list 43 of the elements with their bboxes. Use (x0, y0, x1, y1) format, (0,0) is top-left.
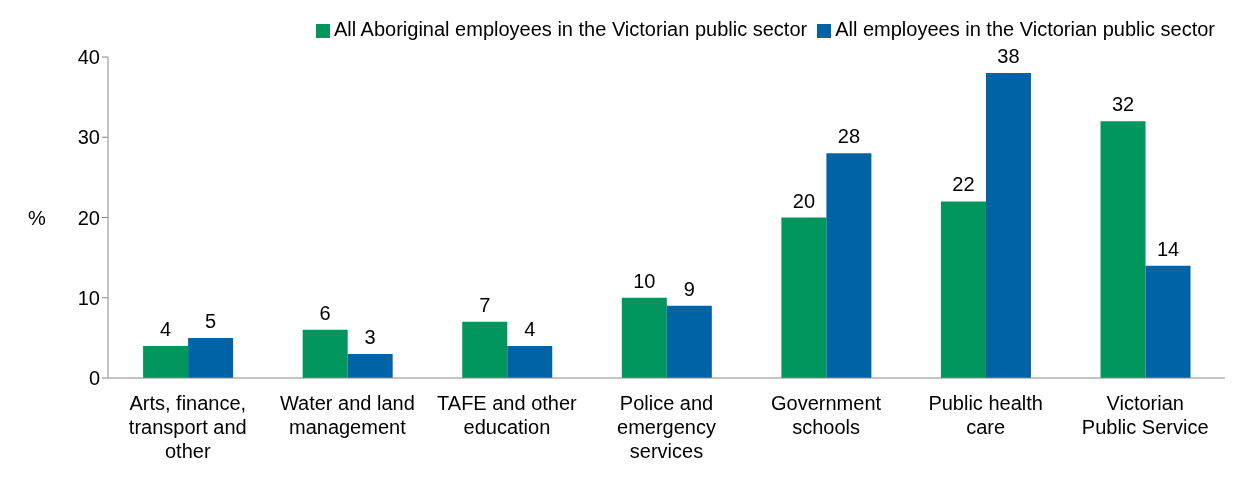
data-label: 5 (205, 309, 217, 332)
data-label: 9 (683, 277, 695, 300)
x-tick-label: TAFE and other education (437, 392, 578, 438)
data-label: 20 (792, 189, 816, 212)
bar (188, 337, 234, 378)
x-tick-label: Arts, finance, transport and other (128, 392, 247, 462)
y-tick-label: 10 (77, 286, 100, 309)
data-label: 7 (479, 293, 491, 316)
bar (985, 73, 1031, 378)
x-tick-label: Public health care (928, 392, 1043, 438)
legend-label: All Aboriginal employees in the Victorian public sector (333, 18, 808, 40)
y-tick-label: 0 (88, 367, 100, 390)
bar (1145, 265, 1191, 378)
bar (781, 217, 827, 378)
data-label: 6 (319, 301, 331, 324)
data-label: 22 (952, 173, 975, 196)
x-tick-label: Victorian Public Service (1081, 392, 1209, 438)
bar (666, 305, 712, 378)
data-label: 3 (364, 325, 376, 348)
bar (462, 321, 508, 378)
bar (621, 297, 667, 378)
data-label: 10 (633, 269, 656, 292)
y-axis-title: % (28, 206, 46, 229)
x-tick-label: Police and emergency services (617, 392, 716, 462)
bar (302, 329, 348, 378)
bar (940, 201, 986, 378)
bar (826, 153, 872, 378)
data-label: 32 (1111, 93, 1135, 116)
x-tick-label: Government schools (771, 392, 882, 438)
y-tick-label: 40 (77, 46, 100, 69)
bar (507, 345, 553, 378)
x-tick-label: Water and land management (279, 392, 415, 438)
data-label: 4 (160, 317, 172, 340)
data-label: 14 (1156, 237, 1180, 260)
data-label: 28 (837, 125, 861, 148)
bar (347, 353, 393, 378)
legend-label: All employees in the Victorian public sector (835, 18, 1215, 40)
bar (143, 345, 189, 378)
bar (1100, 121, 1146, 378)
data-label: 4 (524, 317, 536, 340)
y-tick-label: 30 (77, 126, 100, 149)
data-label: 38 (997, 45, 1020, 68)
y-tick-label: 20 (77, 206, 100, 229)
